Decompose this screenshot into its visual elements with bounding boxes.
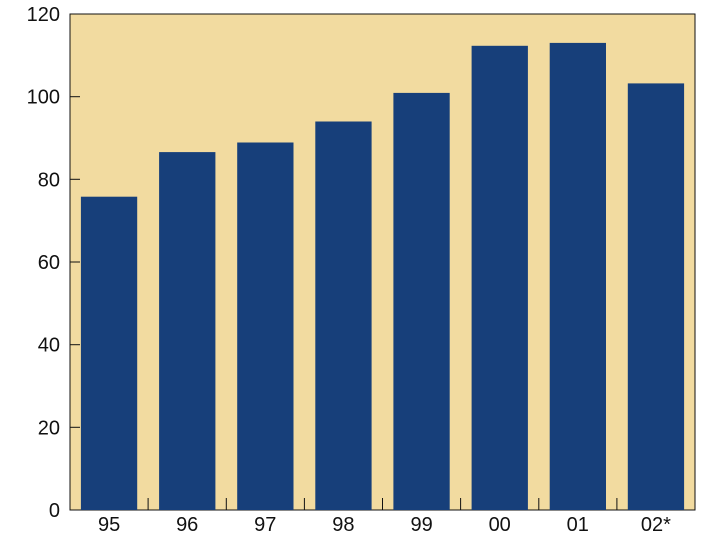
y-tick-label: 120 <box>27 4 60 26</box>
x-tick-label: 01 <box>567 514 589 536</box>
axes-layer <box>69 13 696 511</box>
y-tick-label: 20 <box>38 417 60 439</box>
x-tick-labels: 95 96 97 98 99 00 01 02* <box>98 514 671 536</box>
x-tick-label: 95 <box>98 514 120 536</box>
y-tick-label: 40 <box>38 335 60 357</box>
x-tick-label: 97 <box>254 514 276 536</box>
y-tick-label: 60 <box>38 252 60 274</box>
bar-00 <box>471 45 528 511</box>
y-tick-label: 0 <box>49 500 60 522</box>
y-tick-label: 80 <box>38 169 60 191</box>
y-tick-label: 100 <box>27 87 60 109</box>
bar-98 <box>315 121 372 510</box>
y-tick-labels: 0 20 40 60 80 100 120 <box>27 4 60 522</box>
bar-99 <box>393 92 450 511</box>
x-tick-label: 00 <box>489 514 511 536</box>
x-tick-label: 98 <box>332 514 354 536</box>
bar-95 <box>80 196 138 510</box>
x-tick-label: 96 <box>176 514 198 536</box>
x-tick-label: 02* <box>641 514 671 536</box>
bar-96 <box>159 152 216 510</box>
bar-97 <box>237 142 294 510</box>
x-tick-label: 99 <box>410 514 432 536</box>
bar-02* <box>627 83 685 511</box>
bar-01 <box>549 42 606 511</box>
bars-layer <box>80 42 685 511</box>
